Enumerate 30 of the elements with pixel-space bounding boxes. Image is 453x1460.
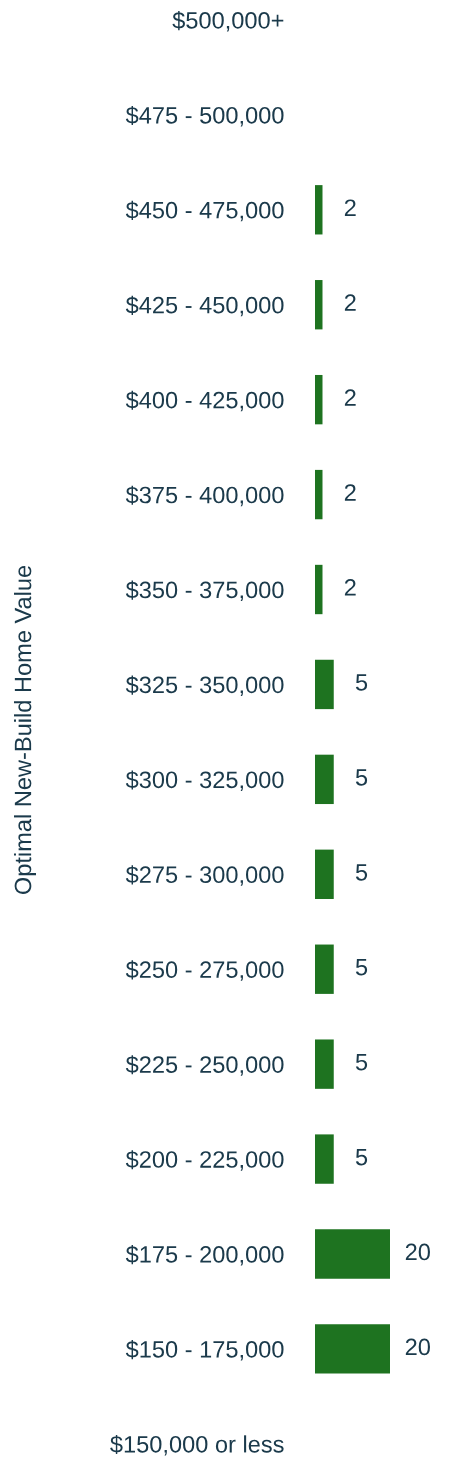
data-label: 2 bbox=[344, 199, 356, 216]
y-tick-label: $250 - 275,000 bbox=[125, 960, 284, 981]
y-tick-label: $375 - 400,000 bbox=[125, 485, 284, 507]
y-tick-label: $300 - 325,000 bbox=[125, 770, 284, 791]
y-tick-label: $450 - 475,000 bbox=[125, 200, 284, 222]
y-tick-label: $200 - 225,000 bbox=[125, 1150, 284, 1171]
data-label: 2 bbox=[344, 484, 356, 501]
y-tick-label: $150,000 or less bbox=[110, 1434, 284, 1456]
data-label: 5 bbox=[355, 1148, 368, 1166]
y-tick-label: $500,000+ bbox=[172, 11, 284, 32]
y-tick-label: $425 - 450,000 bbox=[125, 295, 284, 317]
y-tick-label: $175 - 200,000 bbox=[125, 1245, 284, 1266]
data-label: 5 bbox=[355, 1054, 368, 1071]
y-axis-title: Optimal New-Build Home Value bbox=[14, 565, 36, 894]
y-tick-label: $400 - 425,000 bbox=[125, 390, 284, 412]
data-label: 5 bbox=[355, 769, 368, 786]
data-label: 5 bbox=[355, 864, 368, 881]
y-tick-label: $150 - 175,000 bbox=[125, 1340, 284, 1361]
y-tick-label: $275 - 300,000 bbox=[125, 865, 284, 886]
data-label: 2 bbox=[344, 294, 356, 311]
data-label: 5 bbox=[355, 959, 368, 976]
data-label: 5 bbox=[355, 674, 368, 691]
y-tick-label: $475 - 500,000 bbox=[125, 105, 284, 127]
data-label: 2 bbox=[344, 579, 356, 596]
y-tick-label: $225 - 250,000 bbox=[125, 1055, 284, 1076]
data-label: 2 bbox=[344, 389, 356, 406]
y-tick-label: $325 - 350,000 bbox=[125, 675, 284, 697]
data-label: 20 bbox=[405, 1338, 430, 1356]
y-tick-label: $350 - 375,000 bbox=[125, 580, 284, 602]
data-label: 20 bbox=[405, 1243, 430, 1261]
